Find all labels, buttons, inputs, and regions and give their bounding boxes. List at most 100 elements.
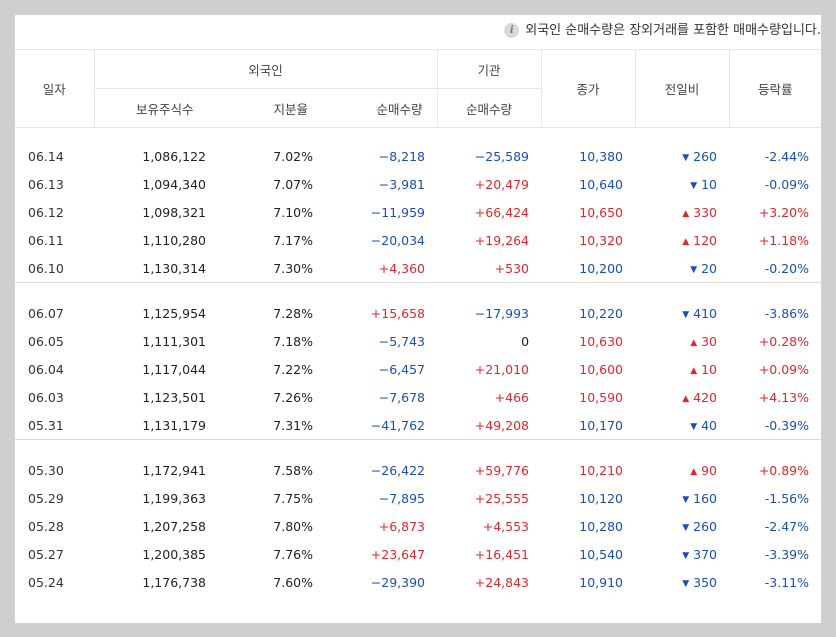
cell-holdings: 1,130,314 [142, 260, 206, 276]
cell-rate: +0.28% [758, 333, 810, 349]
cell-rate: +1.18% [758, 232, 810, 248]
cell-ratio: 7.31% [273, 417, 313, 433]
cell-foreign-net: +6,873 [378, 518, 426, 534]
cell-date: 05.29 [28, 490, 64, 506]
cell-date: 05.31 [28, 417, 64, 433]
cell-rate: -0.39% [764, 417, 810, 433]
cell-ratio: 7.02% [273, 148, 313, 164]
cell-change: ▲ 120 [635, 226, 729, 254]
cell-holdings: 1,098,321 [142, 204, 206, 220]
change-value: 30 [701, 333, 718, 349]
group-divider [15, 282, 821, 283]
cell-change: ▼ 20 [635, 254, 729, 283]
cell-date: 06.05 [28, 333, 64, 349]
investor-trading-table: 일자 외국인 기관 종가 전일비 등락률 보유주식수 지분율 순매수량 순매수량… [15, 49, 821, 596]
triangle-up-icon: ▲ [682, 393, 690, 404]
triangle-down-icon: ▼ [682, 309, 690, 320]
cell-foreign-net: −7,895 [378, 490, 426, 506]
header-rate: 등락률 [728, 49, 821, 128]
cell-institution-net: +21,010 [474, 361, 530, 377]
table-row: 05.28 1,207,258 7.80% +6,873 +4,553 10,280 ▼ 26… [15, 512, 821, 540]
header-foreign: 외국인 [93, 49, 438, 89]
triangle-up-icon: ▲ [690, 337, 698, 348]
cell-date: 06.07 [28, 305, 64, 321]
cell-ratio: 7.75% [273, 490, 313, 506]
cell-institution-net: +59,776 [474, 462, 530, 478]
cell-date: 06.11 [28, 232, 64, 248]
triangle-down-icon: ▼ [682, 522, 690, 533]
cell-ratio: 7.80% [273, 518, 313, 534]
table-row: 05.24 1,176,738 7.60% −29,390 +24,843 10,910 ▼… [15, 568, 821, 596]
cell-holdings: 1,086,122 [142, 148, 206, 164]
cell-change: ▼ 350 [635, 568, 729, 596]
cell-foreign-net: −41,762 [370, 417, 426, 433]
cell-rate: -0.20% [764, 260, 810, 276]
cell-foreign-net: −5,743 [378, 333, 426, 349]
group-divider [15, 439, 821, 440]
header-institution: 기관 [436, 49, 542, 89]
cell-change: ▼ 260 [635, 512, 729, 540]
cell-foreign-net: −11,959 [370, 204, 426, 220]
cell-holdings: 1,123,501 [142, 389, 206, 405]
cell-change: ▲ 30 [635, 327, 729, 355]
triangle-up-icon: ▲ [690, 466, 698, 477]
table-row: 05.31 1,131,179 7.31% −41,762 +49,208 10,170 ▼… [15, 411, 821, 440]
cell-ratio: 7.28% [273, 305, 313, 321]
cell-rate: +4.13% [758, 389, 810, 405]
group-spacer [15, 128, 821, 143]
change-value: 260 [693, 148, 718, 164]
cell-institution-net: +4,553 [482, 518, 530, 534]
cell-close: 10,540 [579, 546, 624, 562]
cell-date: 05.30 [28, 462, 64, 478]
triangle-down-icon: ▼ [690, 421, 698, 432]
cell-date: 06.04 [28, 361, 64, 377]
cell-institution-net: +16,451 [474, 546, 530, 562]
cell-rate: -2.44% [764, 148, 810, 164]
notice-text: 외국인 순매수량은 장외거래를 포함한 매매수량입니다. [525, 23, 821, 38]
change-value: 420 [693, 389, 718, 405]
info-icon[interactable]: i [504, 23, 520, 38]
change-value: 120 [693, 232, 718, 248]
cell-close: 10,650 [579, 204, 624, 220]
cell-change: ▲ 90 [635, 456, 729, 484]
cell-date: 06.03 [28, 389, 64, 405]
cell-holdings: 1,110,280 [142, 232, 206, 248]
triangle-down-icon: ▼ [682, 494, 690, 505]
cell-foreign-net: −6,457 [378, 361, 426, 377]
header-date: 일자 [15, 49, 94, 128]
cell-rate: +0.89% [758, 462, 810, 478]
cell-foreign-net: −7,678 [378, 389, 426, 405]
cell-holdings: 1,200,385 [142, 546, 206, 562]
cell-institution-net: −25,589 [474, 148, 530, 164]
cell-foreign-net: −29,390 [370, 574, 426, 590]
cell-rate: -1.56% [764, 490, 810, 506]
triangle-down-icon: ▼ [690, 264, 698, 275]
cell-close: 10,170 [579, 417, 624, 433]
cell-institution-net: +466 [494, 389, 530, 405]
cell-change: ▼ 10 [635, 170, 729, 198]
cell-institution-net: +530 [494, 260, 530, 276]
cell-ratio: 7.26% [273, 389, 313, 405]
cell-institution-net: +24,843 [474, 574, 530, 590]
change-value: 20 [701, 260, 718, 276]
cell-foreign-net: −20,034 [370, 232, 426, 248]
triangle-down-icon: ▼ [682, 578, 690, 589]
cell-rate: +0.09% [758, 361, 810, 377]
change-value: 350 [693, 574, 718, 590]
cell-holdings: 1,111,301 [142, 333, 206, 349]
table-row: 06.12 1,098,321 7.10% −11,959 +66,424 10,650 ▲… [15, 198, 821, 226]
cell-close: 10,640 [579, 176, 624, 192]
cell-institution-net: +20,479 [474, 176, 530, 192]
cell-date: 06.10 [28, 260, 64, 276]
change-value: 10 [701, 176, 718, 192]
change-value: 160 [693, 490, 718, 506]
cell-holdings: 1,176,738 [142, 574, 206, 590]
cell-holdings: 1,172,941 [142, 462, 206, 478]
header-foreign-net: 순매수량 [336, 88, 438, 128]
cell-date: 06.14 [28, 148, 64, 164]
cell-rate: -2.47% [764, 518, 810, 534]
cell-date: 05.28 [28, 518, 64, 534]
cell-ratio: 7.10% [273, 204, 313, 220]
cell-institution-net: +19,264 [474, 232, 530, 248]
cell-change: ▲ 10 [635, 355, 729, 383]
